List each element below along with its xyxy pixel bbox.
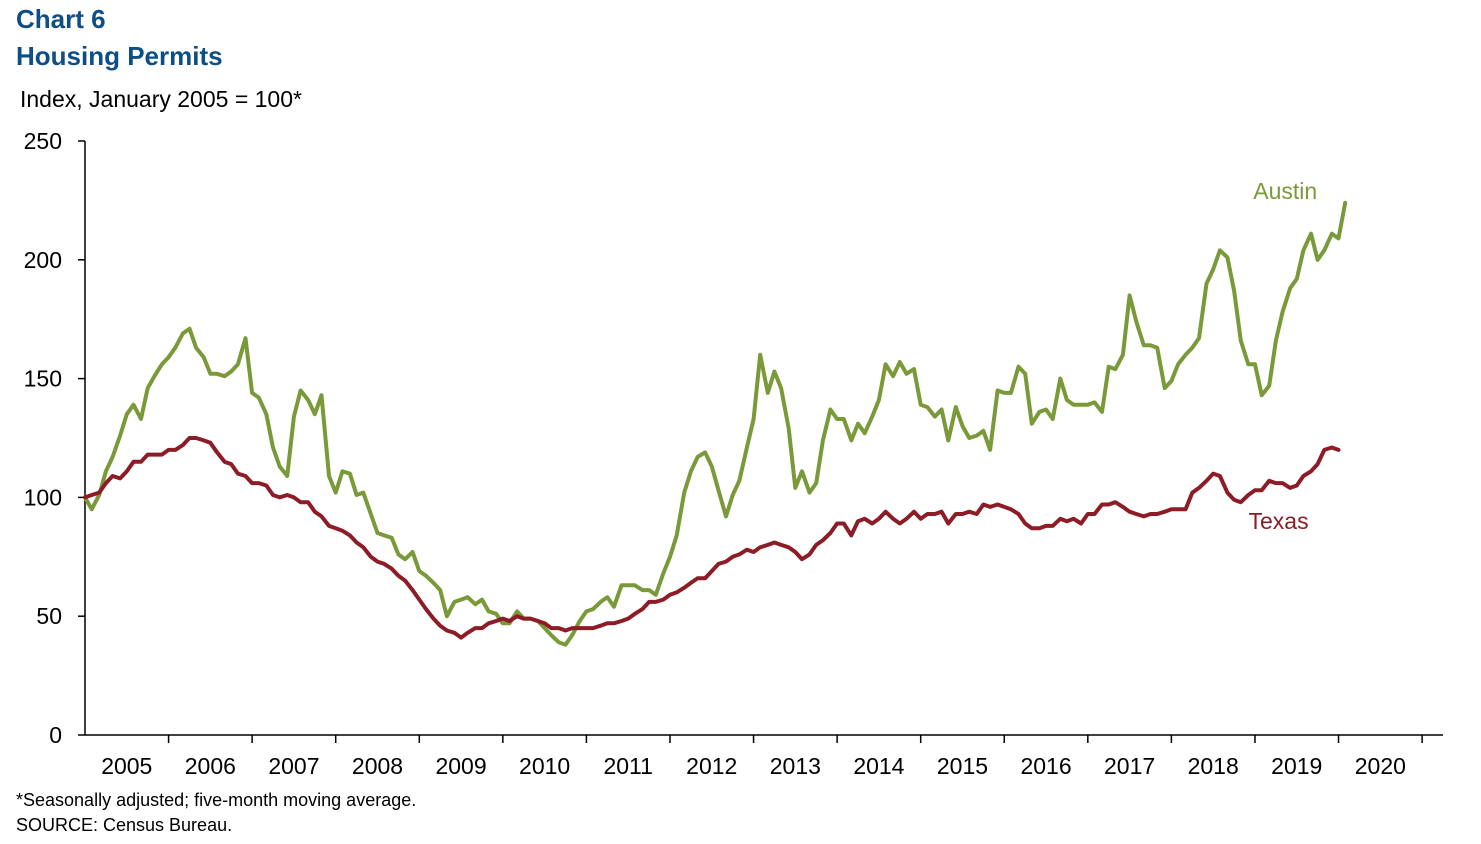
chart-axes bbox=[84, 141, 1443, 736]
x-tick-label: 2008 bbox=[352, 753, 403, 779]
x-tick-label: 2012 bbox=[686, 753, 737, 779]
y-axis-ticks: 0 50 100 150 200 250 bbox=[24, 128, 85, 748]
texas-series-label: Texas bbox=[1248, 508, 1308, 534]
y-tick-label: 0 bbox=[49, 722, 62, 748]
x-tick-label: 2014 bbox=[853, 753, 904, 779]
source-note: SOURCE: Census Bureau. bbox=[16, 815, 233, 835]
y-tick-label: 150 bbox=[24, 366, 62, 392]
x-tick-label: 2020 bbox=[1355, 753, 1406, 779]
austin-series-line bbox=[83, 200, 1348, 647]
y-axis-unit-label: Index, January 2005 = 100* bbox=[20, 86, 302, 112]
y-tick-label: 200 bbox=[24, 247, 62, 273]
x-axis-ticks: 2005 2006 2007 2008 2009 2010 2011 2012 2013 2014… bbox=[101, 735, 1423, 779]
x-tick-label: 2006 bbox=[185, 753, 236, 779]
x-tick-label: 2009 bbox=[435, 753, 486, 779]
x-tick-label: 2019 bbox=[1271, 753, 1322, 779]
footnote: *Seasonally adjusted; five-month moving … bbox=[16, 790, 417, 810]
x-tick-label: 2007 bbox=[268, 753, 319, 779]
x-tick-label: 2011 bbox=[603, 753, 652, 779]
x-tick-label: 2016 bbox=[1020, 753, 1071, 779]
x-tick-label: 2018 bbox=[1188, 753, 1239, 779]
x-tick-label: 2005 bbox=[101, 753, 152, 779]
texas-series-line bbox=[83, 436, 1341, 640]
chart-number: Chart 6 bbox=[16, 4, 106, 34]
x-tick-label: 2017 bbox=[1104, 753, 1155, 779]
chart-title: Housing Permits bbox=[16, 41, 223, 71]
x-tick-label: 2015 bbox=[937, 753, 988, 779]
y-tick-label: 50 bbox=[36, 603, 62, 629]
series-group: Austin Texas bbox=[83, 178, 1348, 647]
x-tick-label: 2010 bbox=[519, 753, 570, 779]
y-tick-label: 250 bbox=[24, 128, 62, 154]
austin-series-label: Austin bbox=[1253, 178, 1317, 204]
y-tick-label: 100 bbox=[24, 484, 62, 510]
x-tick-label: 2013 bbox=[770, 753, 821, 779]
